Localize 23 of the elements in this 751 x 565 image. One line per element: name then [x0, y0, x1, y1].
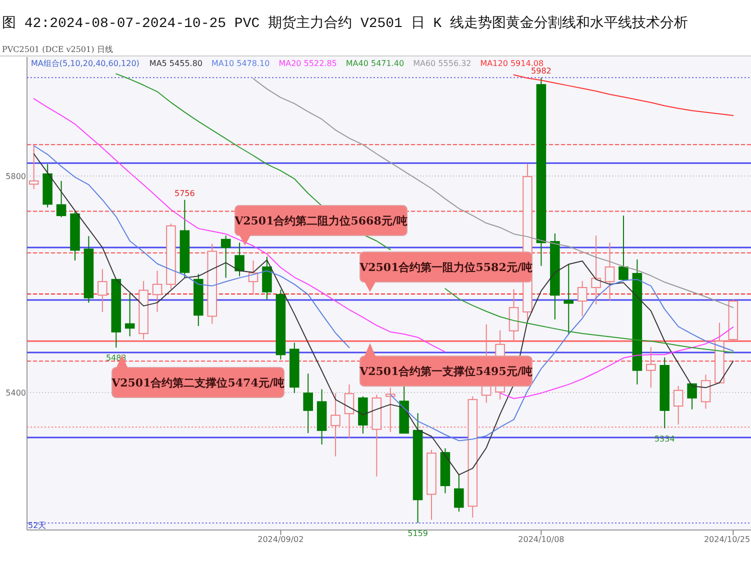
annotation: 5756: [174, 188, 195, 198]
annotation: 5159: [408, 528, 428, 538]
chart-subtitle: PVC2501 (DCE v2501) 日线: [2, 45, 113, 54]
series-label: MA120 5914.08: [480, 59, 544, 68]
x-tick-label: 2024/09/02: [258, 535, 304, 544]
y-tick-label: 5800: [6, 172, 26, 182]
text: MA5 5455.80: [149, 59, 203, 68]
line-series: [513, 74, 734, 116]
chart-title: 图 42:2024-08-07-2024-10-25 PVC 期货主力合约 V2501 日 K 线走势图黄金分割线和水平线技术分析: [2, 15, 688, 32]
ref-line-label: V2501合约第二阻力位5668元/吨: [234, 214, 408, 228]
text: MA60 5556.32: [413, 59, 472, 68]
text: MA10 5478.10: [212, 59, 270, 68]
annotation: 5982: [531, 66, 552, 76]
ref-line-label: V2501合约第一阻力位5582元/吨: [358, 261, 532, 274]
x-tick-label: 2024/10/25: [704, 535, 750, 544]
text: MA20 5522.85: [278, 59, 337, 68]
legend-title: MA组合(5,10,20,40,60,120): [31, 59, 140, 68]
y-tick-label: 5400: [6, 388, 26, 398]
ref-line-label: V2501合约第二支撑位5474元/吨: [110, 376, 284, 390]
text: MA40 5471.40: [346, 59, 404, 68]
annotation: 52天: [28, 521, 46, 530]
x-tick-label: 2024/10/08: [518, 535, 564, 544]
ref-line-label: V2501合约第一支撑位5495元/吨: [358, 365, 532, 378]
